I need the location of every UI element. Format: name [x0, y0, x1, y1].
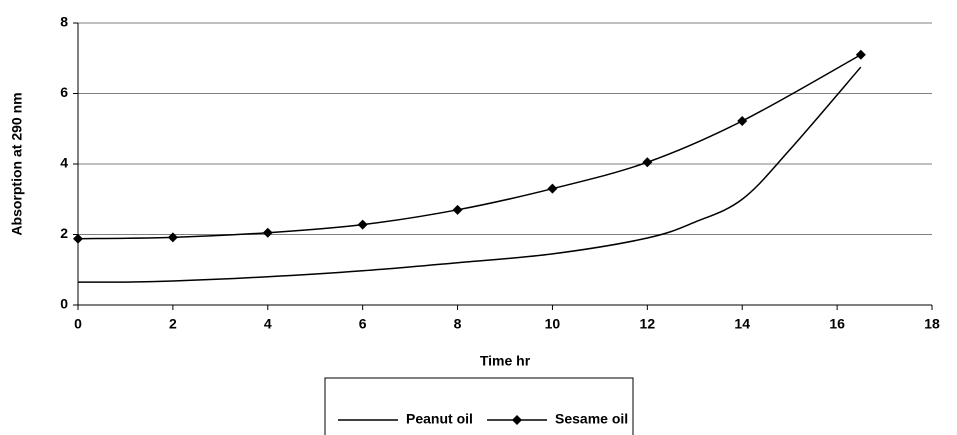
legend-marker [512, 415, 522, 425]
legend-label: Sesame oil [555, 411, 628, 427]
x-axis-label: Time hr [480, 353, 531, 369]
marker [262, 227, 273, 238]
y-tick-label: 8 [60, 14, 68, 30]
marker [73, 233, 83, 244]
marker [855, 49, 866, 60]
marker [452, 204, 463, 215]
x-tick-label: 6 [359, 316, 367, 332]
marker [642, 157, 653, 168]
y-axis-label: Absorption at 290 nm [9, 92, 25, 235]
legend-label: Peanut oil [406, 411, 473, 427]
x-tick-label: 10 [545, 316, 561, 332]
marker [737, 115, 748, 126]
y-tick-label: 4 [60, 155, 68, 171]
series-line [77, 66, 862, 283]
marker [167, 232, 178, 243]
y-tick-label: 2 [60, 225, 68, 241]
x-tick-label: 14 [734, 316, 750, 332]
x-tick-label: 18 [924, 316, 940, 332]
x-tick-label: 0 [74, 316, 82, 332]
x-tick-label: 8 [454, 316, 462, 332]
x-tick-label: 2 [169, 316, 177, 332]
y-tick-label: 0 [60, 296, 68, 312]
x-tick-label: 12 [640, 316, 656, 332]
x-tick-label: 4 [264, 316, 272, 332]
marker [357, 219, 368, 230]
x-tick-label: 16 [829, 316, 845, 332]
marker [547, 183, 558, 194]
legend-box [324, 377, 634, 435]
y-tick-label: 6 [60, 84, 68, 100]
series-line [77, 54, 862, 240]
